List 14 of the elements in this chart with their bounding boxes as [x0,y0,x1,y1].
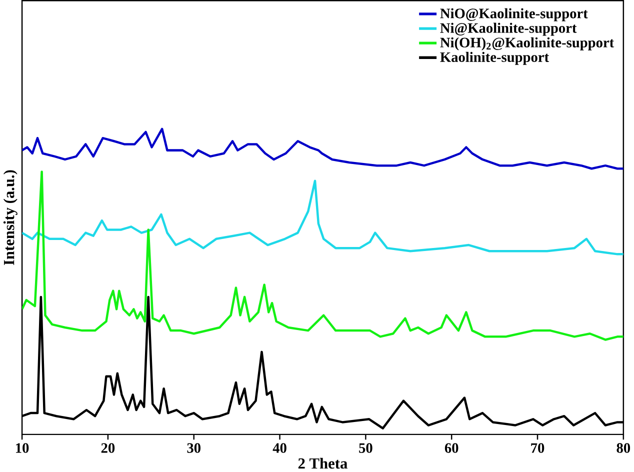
legend-label: Ni(OH)$_{2}$@Kaolinite-support [440,37,614,50]
x-tick-label: 80 [616,443,630,453]
x-tick-label: 70 [531,443,544,453]
x-tick-label: 50 [359,443,372,453]
x-tick-label: 20 [101,443,115,453]
x-tick-label: 40 [272,443,286,453]
legend-label: NiO@Kaolinite-support [440,8,588,22]
legend-label: Ni@Kaolinite-support [440,22,577,36]
x-tick-label: 10 [16,443,29,453]
x-axis-title: 2 Theta [298,458,348,469]
legend-label: Kaolinite-support [440,52,549,65]
y-axis-title: Intensity (a.u.) [3,170,18,265]
x-tick-label: 30 [187,443,200,453]
x-tick-label: 60 [444,443,458,453]
